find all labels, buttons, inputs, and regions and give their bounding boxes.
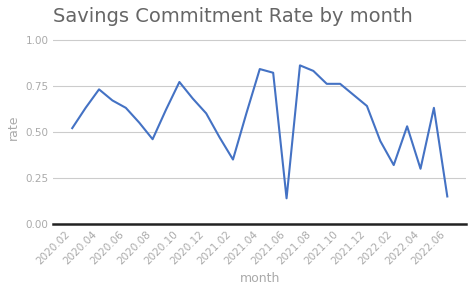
Y-axis label: rate: rate [7,114,20,140]
X-axis label: month: month [240,272,280,285]
Text: Savings Commitment Rate by month: Savings Commitment Rate by month [53,7,413,26]
